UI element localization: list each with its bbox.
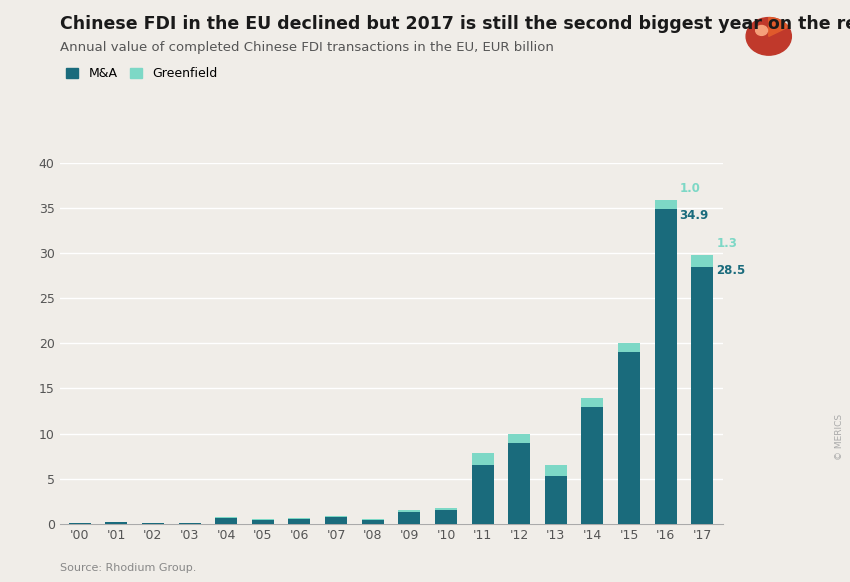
Bar bbox=[508, 434, 530, 442]
Legend: M&A, Greenfield: M&A, Greenfield bbox=[65, 68, 218, 80]
Bar bbox=[105, 522, 128, 524]
Text: 1.0: 1.0 bbox=[680, 182, 700, 196]
Bar bbox=[399, 510, 420, 512]
Bar bbox=[435, 510, 457, 524]
Bar bbox=[325, 516, 347, 517]
Bar bbox=[288, 519, 310, 524]
Bar bbox=[252, 519, 274, 520]
Text: Annual value of completed Chinese FDI transactions in the EU, EUR billion: Annual value of completed Chinese FDI tr… bbox=[60, 41, 553, 54]
Bar bbox=[472, 453, 494, 465]
Bar bbox=[435, 508, 457, 510]
Text: 1.3: 1.3 bbox=[717, 237, 737, 250]
Circle shape bbox=[756, 26, 768, 36]
Bar bbox=[691, 255, 713, 267]
Text: 34.9: 34.9 bbox=[680, 209, 709, 222]
Bar bbox=[472, 465, 494, 524]
Bar bbox=[362, 520, 383, 524]
Bar bbox=[508, 442, 530, 524]
Bar bbox=[325, 517, 347, 524]
Circle shape bbox=[746, 17, 791, 55]
Bar bbox=[581, 406, 604, 524]
Bar bbox=[215, 517, 237, 519]
Bar bbox=[545, 465, 567, 476]
Bar bbox=[618, 343, 640, 353]
Text: Source: Rhodium Group.: Source: Rhodium Group. bbox=[60, 563, 196, 573]
Text: © MERICS: © MERICS bbox=[835, 413, 844, 460]
Bar bbox=[618, 353, 640, 524]
Bar bbox=[545, 476, 567, 524]
Bar bbox=[252, 520, 274, 524]
Bar bbox=[654, 209, 677, 524]
Bar bbox=[362, 519, 383, 520]
Bar bbox=[654, 200, 677, 209]
Wedge shape bbox=[768, 17, 788, 36]
Text: 28.5: 28.5 bbox=[717, 264, 745, 277]
Bar bbox=[581, 398, 604, 406]
Text: Chinese FDI in the EU declined but 2017 is still the second biggest year on the : Chinese FDI in the EU declined but 2017 … bbox=[60, 15, 850, 33]
Bar bbox=[215, 519, 237, 524]
Bar bbox=[399, 512, 420, 524]
Bar bbox=[691, 267, 713, 524]
